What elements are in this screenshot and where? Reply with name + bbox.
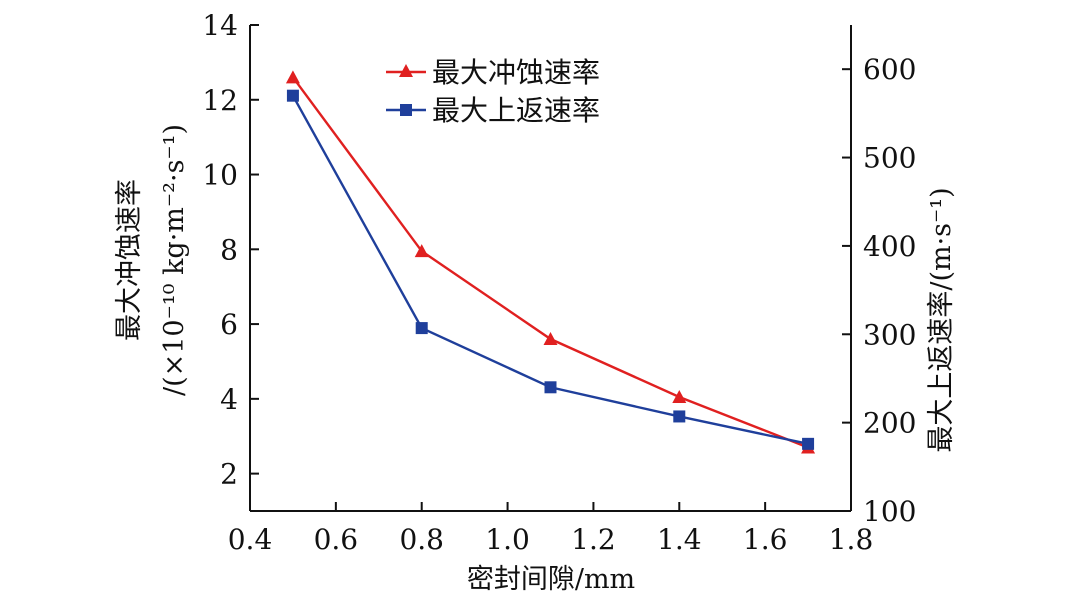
left-y-tick-label: 2 — [220, 458, 238, 491]
data-point-square — [415, 322, 428, 335]
data-point-triangle — [543, 332, 558, 346]
x-tick-label: 1.0 — [485, 523, 530, 556]
x-tick-label: 0.8 — [399, 523, 444, 556]
left-y-axis-ticks: 2 4 6 8 10 12 14 — [202, 9, 259, 491]
series-return-velocity — [286, 89, 815, 450]
right-y-tick-label: 600 — [863, 53, 916, 86]
data-point-square — [673, 410, 686, 423]
left-y-axis-title-line2: /(×10⁻¹⁰ kg·m⁻²·s⁻¹) — [159, 124, 190, 396]
right-y-axis-title: 最大上返速率/(m·s⁻¹) — [926, 187, 957, 452]
left-y-tick-label: 14 — [202, 9, 238, 42]
data-point-triangle — [672, 389, 687, 403]
right-y-tick-label: 200 — [863, 407, 916, 440]
legend-triangle-marker — [399, 64, 413, 77]
legend-item-erosion-rate: 最大冲蚀速率 — [386, 56, 600, 89]
right-y-tick-label: 400 — [863, 230, 916, 263]
legend-square-marker — [400, 104, 412, 116]
legend-label-return-velocity: 最大上返速率 — [432, 94, 600, 127]
x-tick-label: 0.6 — [314, 523, 359, 556]
right-y-axis-ticks: 100 200 300 400 500 600 — [842, 53, 916, 528]
x-tick-label: 0.4 — [228, 523, 273, 556]
data-point-square — [286, 89, 299, 102]
left-y-tick-label: 10 — [202, 159, 238, 192]
left-y-tick-label: 8 — [220, 233, 238, 266]
x-tick-label: 1.8 — [829, 523, 874, 556]
x-tick-label: 1.2 — [571, 523, 616, 556]
data-point-triangle — [285, 70, 300, 84]
right-y-tick-label: 300 — [863, 318, 916, 351]
left-y-axis-title-line1: 最大冲蚀速率 — [114, 179, 145, 341]
series-erosion-rate — [285, 70, 816, 454]
legend-item-return-velocity: 最大上返速率 — [386, 94, 600, 127]
series-layer — [285, 70, 816, 454]
right-y-tick-label: 100 — [863, 495, 916, 528]
left-y-tick-label: 12 — [202, 84, 238, 117]
legend-label-erosion-rate: 最大冲蚀速率 — [432, 56, 600, 89]
data-point-square — [802, 437, 815, 450]
right-y-tick-label: 500 — [863, 142, 916, 175]
left-y-tick-label: 4 — [220, 383, 238, 416]
x-axis-title: 密封间隙/mm — [467, 564, 635, 595]
x-tick-label: 1.6 — [743, 523, 788, 556]
data-point-triangle — [414, 244, 429, 258]
x-axis-ticks: 0.4 0.6 0.8 1.0 1.2 1.4 1.6 1.8 — [228, 502, 874, 556]
left-y-tick-label: 6 — [220, 308, 238, 341]
data-point-square — [544, 381, 557, 394]
legend: 最大冲蚀速率 最大上返速率 — [386, 56, 600, 127]
x-tick-label: 1.4 — [657, 523, 702, 556]
